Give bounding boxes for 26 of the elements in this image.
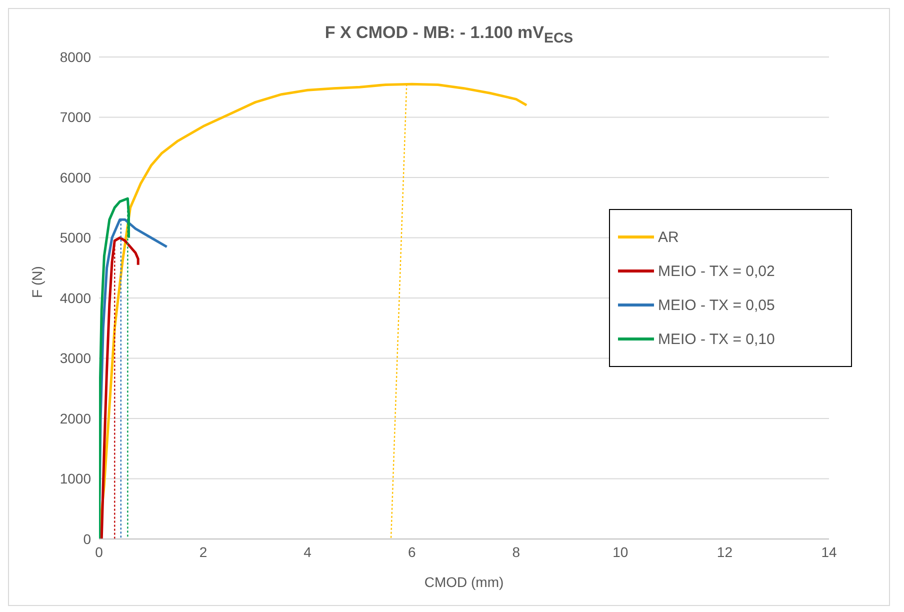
legend-label: AR [658,228,679,246]
x-tick-label: 6 [408,544,416,560]
chart-title: F X CMOD - MB: - 1.100 mV$_{ECS}$ [324,23,574,46]
legend-label: MEIO - TX = 0,05 [658,296,775,314]
x-tick-label: 10 [612,544,628,560]
y-tick-label: 1000 [60,470,92,487]
y-axis-title: F (N) [28,266,45,298]
x-tick-label: 8 [512,544,520,560]
y-tick-label: 6000 [60,169,92,186]
line-series [100,236,140,539]
y-tick-label: 2000 [60,410,92,426]
x-tick-label: 4 [304,544,312,560]
x-tick-label: 12 [716,544,733,560]
line-series [99,197,130,539]
legend-label: MEIO - TX = 0,10 [658,330,775,348]
x-tick-label: 0 [95,544,104,560]
y-tick-label: 8000 [60,48,92,65]
y-tick-label: 5000 [60,230,92,246]
x-tick-label: 2 [199,544,208,560]
y-tick-label: 3000 [60,350,92,366]
x-axis-title: CMOD (mm) [424,574,504,590]
legend-label: MEIO - TX = 0,02 [658,262,775,280]
x-tick-label: 14 [821,544,837,560]
y-tick-label: 4000 [60,290,92,306]
y-tick-label: 7000 [60,109,92,126]
y-tick-label: 0 [83,530,92,547]
